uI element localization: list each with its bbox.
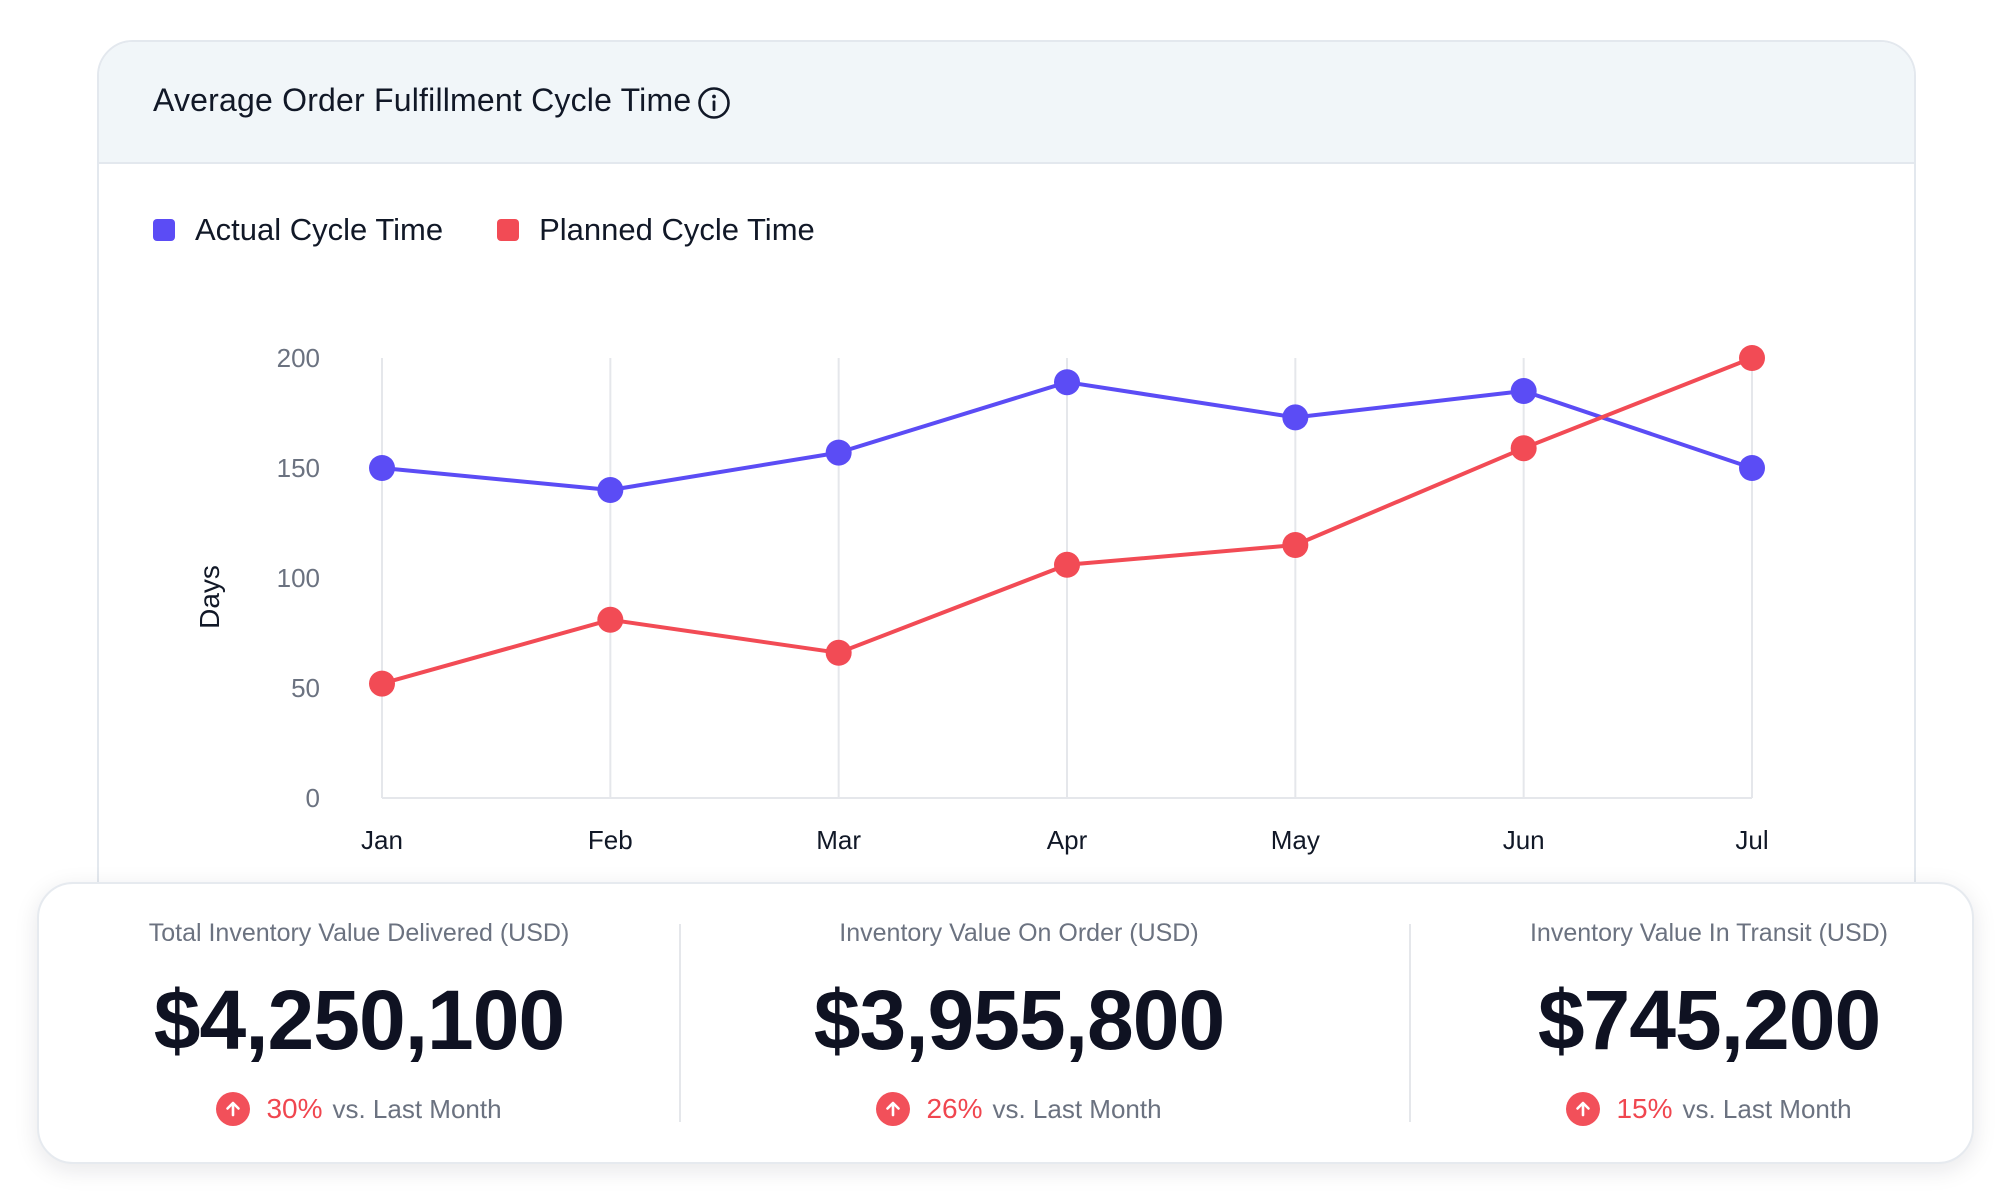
stat-value: $3,955,800 xyxy=(813,973,1225,1067)
data-point-planned-jul[interactable] xyxy=(1739,345,1765,371)
data-point-actual-jan[interactable] xyxy=(369,455,395,481)
stat-value: $745,200 xyxy=(1537,973,1881,1067)
info-icon[interactable] xyxy=(697,86,731,120)
arrow-up-icon xyxy=(1566,1092,1601,1126)
legend-label-planned: Planned Cycle Time xyxy=(539,212,815,247)
stat-label: Total Inventory Value Delivered (USD) xyxy=(148,919,570,947)
y-tick-label: 100 xyxy=(277,563,320,593)
stat-value: $4,250,100 xyxy=(153,973,565,1067)
x-tick-label: Mar xyxy=(816,825,861,855)
y-tick-label: 200 xyxy=(277,343,320,373)
data-point-planned-mar[interactable] xyxy=(825,639,852,666)
x-tick-label: Apr xyxy=(1047,825,1088,855)
data-point-planned-jan[interactable] xyxy=(369,670,395,697)
y-tick-label: 150 xyxy=(277,453,320,483)
data-point-planned-feb[interactable] xyxy=(597,606,624,633)
data-point-planned-may[interactable] xyxy=(1282,532,1309,558)
x-tick-label: Jun xyxy=(1503,825,1545,855)
stat-label: Inventory Value On Order (USD) xyxy=(839,919,1199,947)
change-percent: 15% xyxy=(1616,1093,1673,1124)
x-tick-label: Feb xyxy=(588,825,633,855)
line-chart: 0 50 100 150 200 Jan Feb Mar Apr May Jun Jul Days xyxy=(194,343,1769,855)
legend-label-actual: Actual Cycle Time xyxy=(195,212,444,247)
series-layer xyxy=(369,345,1765,697)
divider xyxy=(1409,924,1411,1122)
stat-label: Inventory Value In Transit (USD) xyxy=(1529,919,1888,947)
y-tick-label: 50 xyxy=(291,673,320,703)
change-suffix: vs. Last Month xyxy=(992,1093,1162,1124)
y-tick-label: 0 xyxy=(306,783,320,813)
x-tick-label: Jul xyxy=(1735,825,1768,855)
data-point-actual-apr[interactable] xyxy=(1054,369,1080,396)
arrow-up-icon xyxy=(876,1092,911,1126)
change-percent: 26% xyxy=(926,1093,983,1124)
chart-title: Average Order Fulfillment Cycle Time xyxy=(153,82,692,118)
arrow-up-icon xyxy=(216,1092,251,1126)
stat-delivered: Total Inventory Value Delivered (USD) $4… xyxy=(79,884,639,1162)
grid-layer xyxy=(381,358,1753,799)
data-point-planned-apr[interactable] xyxy=(1054,551,1080,578)
chart-card: Average Order Fulfillment Cycle Time Act… xyxy=(97,40,1916,1040)
legend-item-actual[interactable]: Actual Cycle Time xyxy=(153,212,443,248)
axis-layer: 0 50 100 150 200 Jan Feb Mar Apr May Jun Jul xyxy=(277,343,1769,855)
stat-on-order: Inventory Value On Order (USD) $3,955,80… xyxy=(719,884,1319,1162)
data-point-actual-may[interactable] xyxy=(1282,404,1309,431)
x-tick-label: May xyxy=(1271,825,1320,855)
stat-change: 15% vs. Last Month xyxy=(1479,1092,1939,1126)
legend-item-planned[interactable]: Planned Cycle Time xyxy=(497,212,815,248)
chart-legend: Actual Cycle Time Planned Cycle Time xyxy=(153,212,869,248)
stat-change: 30% vs. Last Month xyxy=(79,1092,639,1126)
data-point-planned-jun[interactable] xyxy=(1510,435,1537,462)
data-point-actual-mar[interactable] xyxy=(825,439,852,466)
legend-swatch-planned xyxy=(497,219,520,241)
legend-swatch-actual xyxy=(153,219,175,241)
change-suffix: vs. Last Month xyxy=(1682,1093,1852,1124)
x-tick-label: Jan xyxy=(361,825,403,855)
data-point-actual-jun[interactable] xyxy=(1510,378,1537,404)
stat-in-transit: Inventory Value In Transit (USD) $745,20… xyxy=(1479,884,1939,1162)
stats-panel: Total Inventory Value Delivered (USD) $4… xyxy=(37,882,1974,1164)
change-percent: 30% xyxy=(266,1093,323,1124)
divider xyxy=(679,924,681,1122)
data-point-actual-jul[interactable] xyxy=(1739,455,1765,481)
y-axis-label: Days xyxy=(194,565,225,629)
data-point-actual-feb[interactable] xyxy=(597,477,624,503)
change-suffix: vs. Last Month xyxy=(332,1093,502,1124)
card-header: Average Order Fulfillment Cycle Time xyxy=(99,42,1914,164)
stat-change: 26% vs. Last Month xyxy=(719,1092,1319,1126)
